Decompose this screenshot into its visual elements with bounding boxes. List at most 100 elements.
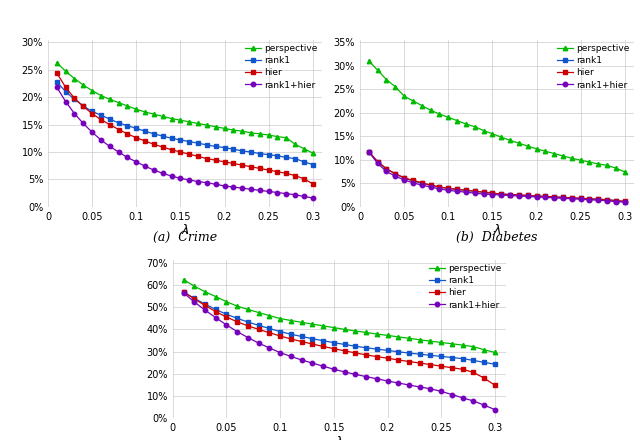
hier xyxy=(436,184,444,190)
rank1+hier xyxy=(191,299,198,304)
perspective xyxy=(480,347,488,352)
perspective xyxy=(244,307,252,312)
rank1+hier xyxy=(550,195,558,201)
hier xyxy=(559,195,567,200)
rank1 xyxy=(595,197,602,202)
rank1 xyxy=(274,153,282,158)
hier xyxy=(374,159,381,164)
rank1+hier xyxy=(559,196,567,201)
hier xyxy=(247,164,255,169)
hier xyxy=(180,289,188,294)
rank1 xyxy=(282,155,290,160)
hier xyxy=(586,196,593,202)
rank1 xyxy=(437,354,445,359)
rank1 xyxy=(308,336,316,341)
rank1+hier xyxy=(351,372,359,377)
hier xyxy=(400,175,408,180)
rank1 xyxy=(612,198,620,203)
perspective xyxy=(491,350,499,355)
perspective xyxy=(168,116,175,121)
rank1 xyxy=(124,123,131,128)
perspective xyxy=(400,93,408,99)
rank1 xyxy=(230,147,237,152)
rank1 xyxy=(405,350,413,356)
rank1 xyxy=(340,342,348,347)
rank1 xyxy=(362,345,370,350)
perspective xyxy=(298,319,305,325)
rank1+hier xyxy=(319,363,327,369)
rank1 xyxy=(221,145,228,150)
rank1 xyxy=(298,334,305,339)
rank1 xyxy=(53,79,61,84)
rank1 xyxy=(524,193,532,198)
rank1+hier xyxy=(309,195,317,201)
perspective xyxy=(141,109,149,114)
hier xyxy=(392,171,399,176)
rank1+hier xyxy=(394,380,402,385)
rank1+hier xyxy=(418,183,426,188)
rank1+hier xyxy=(383,169,390,174)
rank1 xyxy=(480,360,488,365)
rank1+hier xyxy=(480,403,488,408)
perspective xyxy=(132,106,140,112)
perspective xyxy=(568,156,575,161)
hier xyxy=(255,327,262,332)
hier xyxy=(444,186,452,191)
hier xyxy=(177,149,184,154)
rank1+hier xyxy=(238,186,246,191)
rank1+hier xyxy=(201,308,209,313)
rank1+hier xyxy=(256,188,264,193)
rank1+hier xyxy=(79,121,87,126)
hier xyxy=(462,188,470,193)
rank1+hier xyxy=(541,195,549,200)
rank1 xyxy=(255,323,262,328)
hier xyxy=(223,314,230,319)
Line: perspective: perspective xyxy=(54,60,315,155)
perspective xyxy=(541,149,549,154)
hier xyxy=(282,171,290,176)
perspective xyxy=(159,114,166,119)
X-axis label: λ: λ xyxy=(493,224,500,238)
hier xyxy=(97,117,105,122)
rank1+hier xyxy=(506,193,514,198)
rank1+hier xyxy=(621,199,628,205)
rank1 xyxy=(383,348,391,353)
perspective xyxy=(191,283,198,289)
rank1+hier xyxy=(488,192,496,197)
rank1 xyxy=(186,139,193,144)
hier xyxy=(115,127,122,132)
perspective xyxy=(470,344,477,349)
perspective xyxy=(515,140,523,146)
perspective xyxy=(416,337,424,342)
Line: hier: hier xyxy=(181,290,497,388)
rank1 xyxy=(497,191,505,197)
hier xyxy=(106,122,114,127)
perspective xyxy=(256,131,264,136)
rank1+hier xyxy=(444,188,452,193)
rank1 xyxy=(541,194,549,199)
rank1+hier xyxy=(234,329,241,334)
perspective xyxy=(194,121,202,126)
rank1+hier xyxy=(436,186,444,191)
rank1 xyxy=(256,151,264,156)
hier xyxy=(298,339,305,344)
perspective xyxy=(621,169,628,175)
rank1+hier xyxy=(409,180,417,185)
perspective xyxy=(559,153,567,158)
rank1+hier xyxy=(532,194,540,200)
hier xyxy=(351,350,359,356)
perspective xyxy=(383,333,391,338)
perspective xyxy=(319,323,327,329)
rank1+hier xyxy=(515,193,523,198)
hier xyxy=(515,192,523,198)
rank1+hier xyxy=(416,385,424,390)
perspective xyxy=(595,161,602,167)
perspective xyxy=(330,325,338,330)
rank1+hier xyxy=(106,144,114,149)
perspective xyxy=(88,88,96,93)
Line: hier: hier xyxy=(54,71,315,186)
rank1 xyxy=(462,188,470,193)
hier xyxy=(427,362,435,367)
rank1+hier xyxy=(282,191,290,196)
Line: perspective: perspective xyxy=(181,277,497,355)
